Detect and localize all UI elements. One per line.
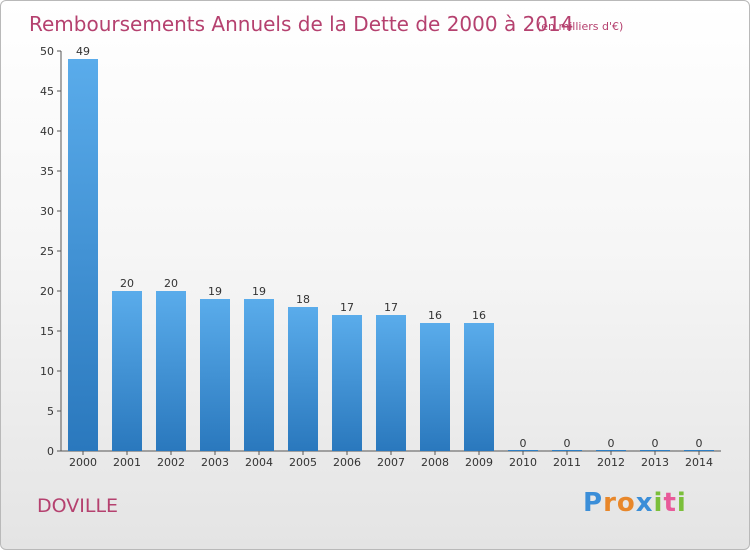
y-axis: 0 5 10 15 20 25 30 35 40 45 50 bbox=[40, 45, 62, 458]
y-tick-label: 30 bbox=[40, 205, 54, 218]
bar-value-label: 20 bbox=[164, 277, 178, 290]
y-tick-label: 50 bbox=[40, 45, 54, 58]
bar-value-label: 0 bbox=[520, 437, 527, 450]
bar-value-label: 16 bbox=[472, 309, 486, 322]
logo-letter: x bbox=[635, 488, 654, 518]
bars: 49 20 20 19 19 18 17 17 16 16 0 0 0 0 0 bbox=[68, 45, 714, 451]
bar-value-label: 0 bbox=[652, 437, 659, 450]
bar bbox=[112, 291, 142, 451]
y-tick-label: 40 bbox=[40, 125, 54, 138]
bar bbox=[552, 450, 582, 451]
y-tick-label: 10 bbox=[40, 365, 54, 378]
commune-name: DOVILLE bbox=[37, 495, 119, 517]
y-tick-label: 20 bbox=[40, 285, 54, 298]
bar bbox=[640, 450, 670, 451]
x-tick-label: 2007 bbox=[377, 456, 405, 469]
bar-value-label: 0 bbox=[696, 437, 703, 450]
bar bbox=[68, 59, 98, 451]
bar bbox=[200, 299, 230, 451]
bar-value-label: 17 bbox=[340, 301, 354, 314]
bar bbox=[288, 307, 318, 451]
bar bbox=[464, 323, 494, 451]
bar-value-label: 19 bbox=[208, 285, 222, 298]
bar-value-label: 18 bbox=[296, 293, 310, 306]
x-tick-label: 2009 bbox=[465, 456, 493, 469]
x-tick-label: 2012 bbox=[597, 456, 625, 469]
x-tick-label: 2008 bbox=[421, 456, 449, 469]
x-tick-label: 2001 bbox=[113, 456, 141, 469]
logo-letter: i bbox=[676, 488, 687, 518]
bar-value-label: 20 bbox=[120, 277, 134, 290]
y-tick-label: 45 bbox=[40, 85, 54, 98]
y-tick-label: 15 bbox=[40, 325, 54, 338]
proxiti-logo: Proxiti bbox=[583, 488, 687, 518]
chart-title: Remboursements Annuels de la Dette de 20… bbox=[29, 12, 573, 36]
x-tick-label: 2011 bbox=[553, 456, 581, 469]
logo-letter: i bbox=[653, 488, 664, 518]
bar-value-label: 0 bbox=[564, 437, 571, 450]
bar bbox=[156, 291, 186, 451]
bar bbox=[508, 450, 538, 451]
x-tick-label: 2010 bbox=[509, 456, 537, 469]
x-tick-label: 2004 bbox=[245, 456, 273, 469]
bar-value-label: 17 bbox=[384, 301, 398, 314]
x-tick-label: 2003 bbox=[201, 456, 229, 469]
bar-value-label: 16 bbox=[428, 309, 442, 322]
bar bbox=[684, 450, 714, 451]
chart-subtitle: (en milliers d'€) bbox=[537, 20, 623, 33]
y-tick-label: 35 bbox=[40, 165, 54, 178]
bar bbox=[376, 315, 406, 451]
x-tick-label: 2002 bbox=[157, 456, 185, 469]
bar bbox=[332, 315, 362, 451]
logo-letter: o bbox=[616, 488, 636, 518]
x-tick-label: 2000 bbox=[69, 456, 97, 469]
y-tick-label: 5 bbox=[47, 405, 54, 418]
y-tick-label: 25 bbox=[40, 245, 54, 258]
y-tick-label: 0 bbox=[47, 445, 54, 458]
bar bbox=[596, 450, 626, 451]
x-tick-label: 2006 bbox=[333, 456, 361, 469]
bar bbox=[420, 323, 450, 451]
logo-letter: P bbox=[583, 488, 604, 518]
bar-value-label: 19 bbox=[252, 285, 266, 298]
x-axis: 2000 2001 2002 2003 2004 2005 2006 2007 2008 2009… bbox=[61, 450, 721, 469]
logo-letter: r bbox=[603, 488, 617, 518]
x-tick-label: 2013 bbox=[641, 456, 669, 469]
x-tick-label: 2014 bbox=[685, 456, 713, 469]
bar-value-label: 0 bbox=[608, 437, 615, 450]
logo-letter: t bbox=[663, 488, 677, 518]
x-tick-label: 2005 bbox=[289, 456, 317, 469]
bar-value-label: 49 bbox=[76, 45, 90, 58]
bar bbox=[244, 299, 274, 451]
